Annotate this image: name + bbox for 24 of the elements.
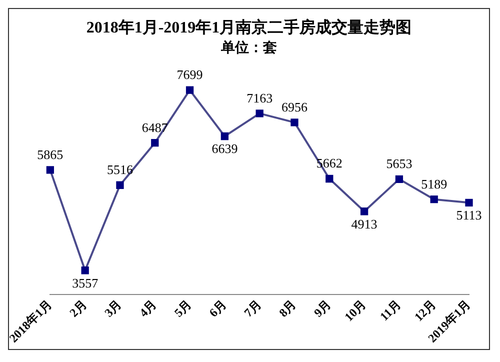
data-label: 5516	[106, 162, 134, 178]
x-tick-label: 12月	[412, 297, 438, 324]
x-tick-label: 8月	[276, 297, 299, 320]
data-label: 5113	[456, 208, 482, 223]
data-label: 5865	[37, 146, 64, 162]
x-tick-label: 9月	[311, 297, 334, 320]
data-label: 7163	[246, 90, 273, 106]
data-label: 4913	[351, 216, 378, 232]
x-tick-label: 11月	[377, 297, 404, 324]
x-tick-label: 3月	[102, 297, 124, 320]
x-tick-label: 4月	[136, 297, 160, 320]
data-label: 5189	[421, 176, 448, 192]
data-label: 6639	[212, 141, 238, 156]
chart-subtitle: 单位：套	[220, 40, 277, 56]
data-label: 3557	[72, 275, 99, 290]
x-tick-label: 10月	[342, 297, 369, 324]
x-tick-label: 5月	[171, 297, 194, 320]
x-tick-label: 7月	[241, 297, 264, 320]
chart-title: 2018年1月-2019年1月南京二手房成交量走势图	[86, 18, 412, 37]
x-tick-label: 6月	[206, 297, 229, 320]
x-tick-label: 2月	[66, 297, 90, 320]
data-label: 7699	[176, 67, 203, 82]
data-label: 6956	[281, 99, 308, 114]
data-label: 5653	[386, 156, 412, 172]
